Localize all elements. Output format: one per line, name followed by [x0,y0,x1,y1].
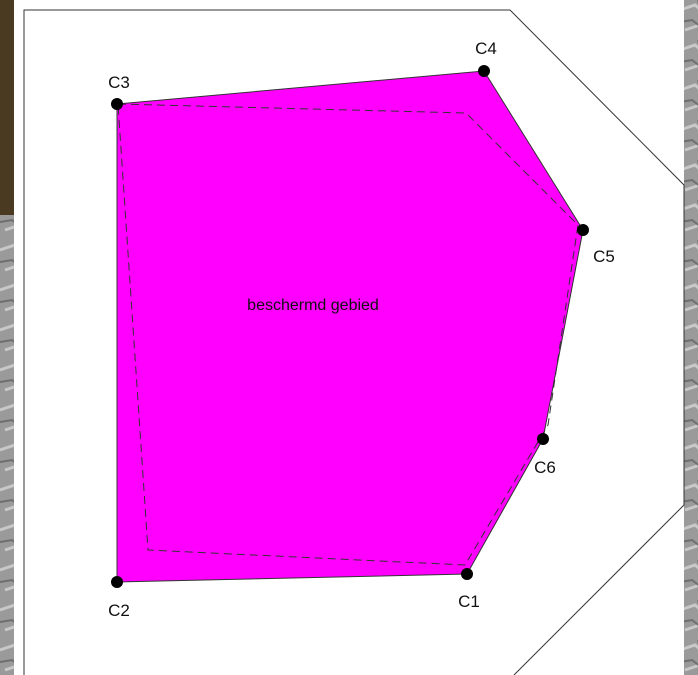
node-label: C5 [593,247,615,266]
node-point [537,433,549,445]
node-point [111,98,123,110]
diagram: C1 C2 C3 C4 C5 C6 beschermd gebied [0,0,698,675]
node-label: C4 [475,39,497,58]
node-label: C1 [458,592,480,611]
node-label: C6 [534,458,556,477]
node-point [461,568,473,580]
node-point [478,65,490,77]
node-label: C3 [108,73,130,92]
node-point [577,224,589,236]
area-label: beschermd gebied [247,297,379,314]
node-point [111,576,123,588]
node-label: C2 [108,601,130,620]
